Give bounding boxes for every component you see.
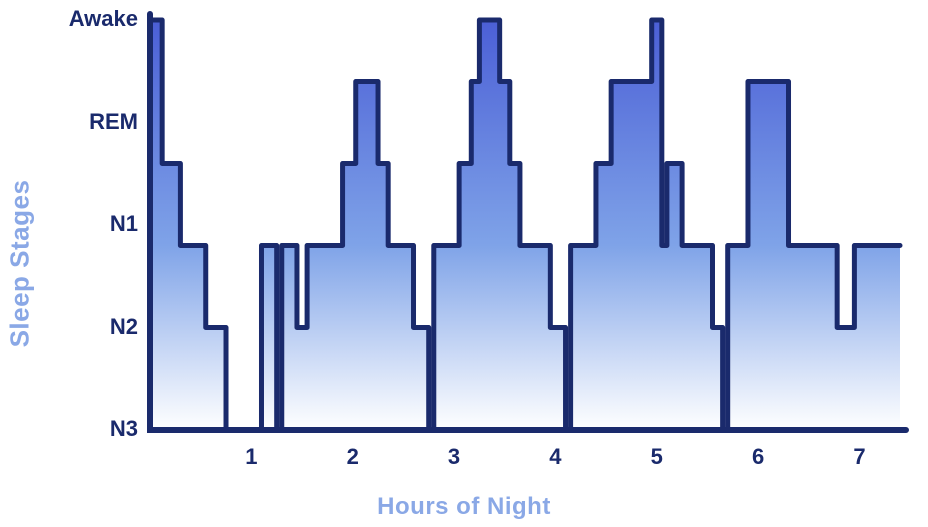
sleep-hypnogram-chart: Sleep Stages Hours of Night AwakeREMN1N2… [0, 0, 928, 527]
hypnogram-plot [0, 0, 928, 527]
